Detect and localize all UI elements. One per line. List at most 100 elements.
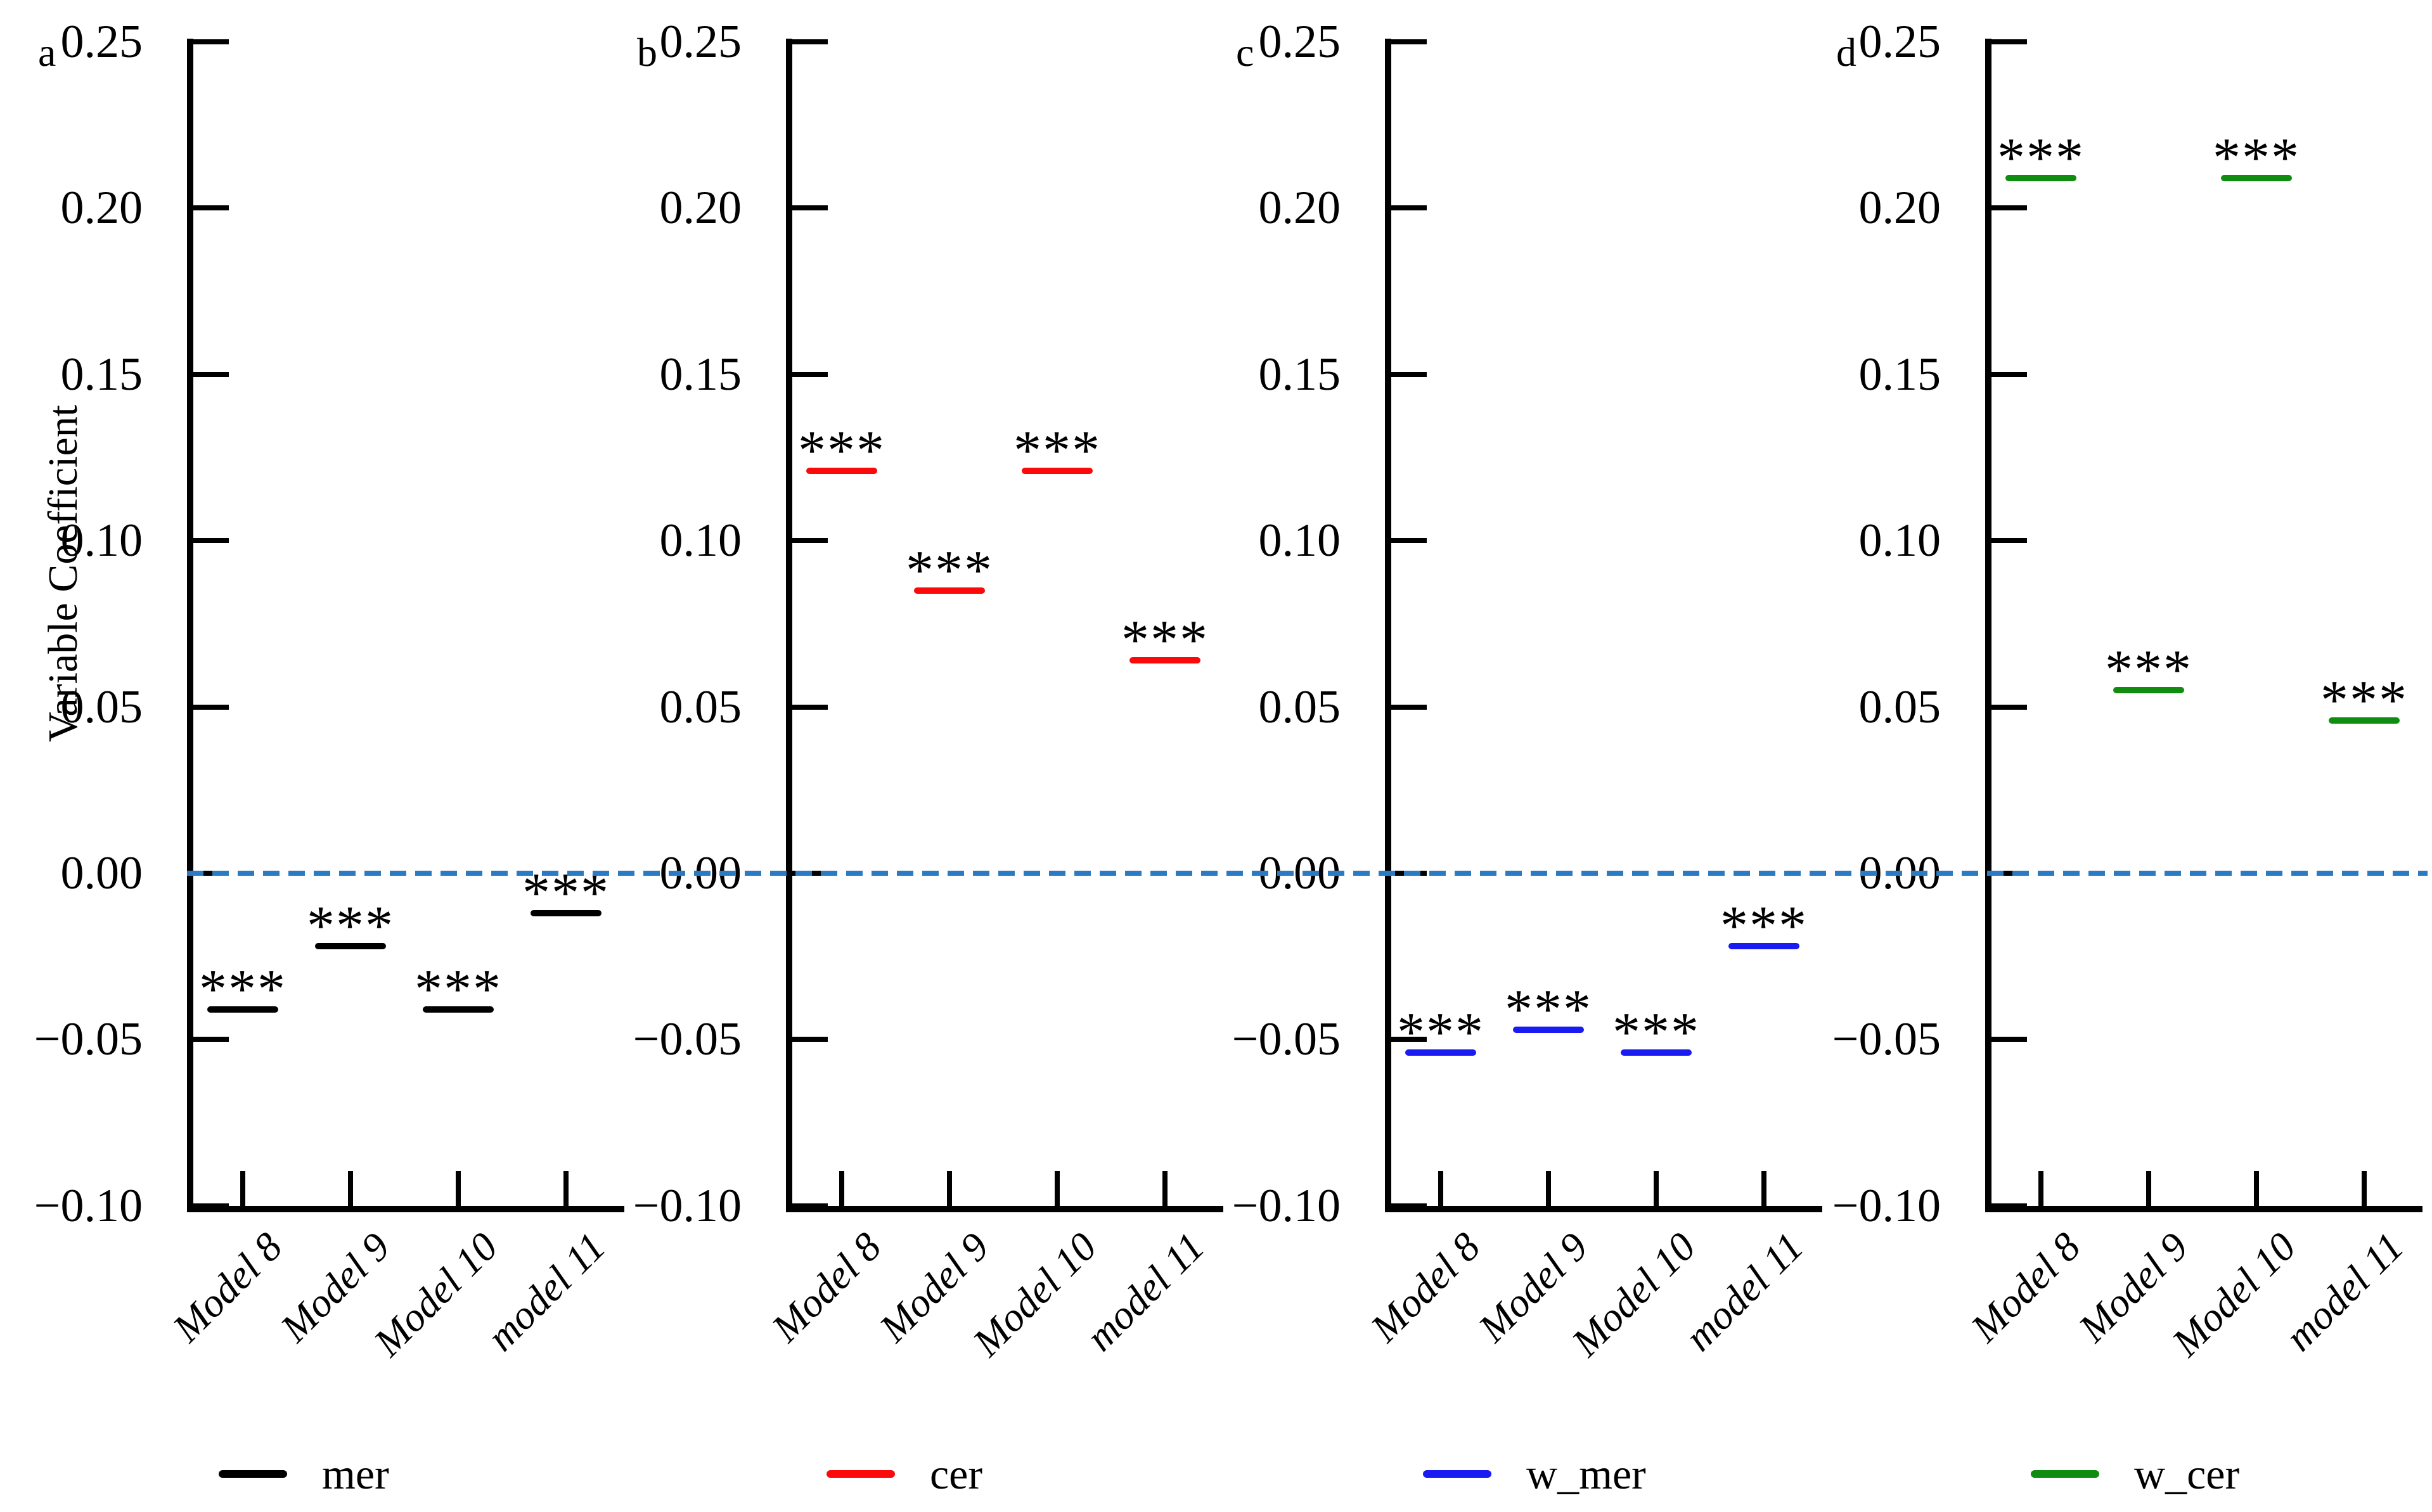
panel-letter-d: d [1836,30,1856,75]
xtick [240,1171,245,1206]
panel-b-left-spine [786,39,792,1212]
xtick [947,1171,952,1206]
ytick [791,1203,828,1208]
legend-swatch-w_cer [2031,1470,2099,1478]
ytick-label: 0.05 [659,681,742,733]
panel-letter-b: b [637,30,657,75]
coef-marker-cer-2 [914,587,985,594]
ytick-label: 0.25 [1258,16,1341,68]
coef-marker-cer-4 [1129,657,1200,664]
ytick-label: −0.10 [1232,1179,1341,1232]
ytick-label: 0.25 [1858,16,1941,68]
ytick [192,205,229,211]
zero-reference-line [187,871,2428,876]
ytick-label: 0.25 [60,16,143,68]
ytick [1390,1203,1427,1208]
ytick [1390,39,1427,44]
ytick [1990,39,2027,44]
ytick [1390,371,1427,377]
ytick [1990,1203,2027,1208]
significance-stars: *** [1505,978,1592,1041]
significance-stars: *** [1612,1002,1700,1064]
coef-marker-cer-1 [806,467,877,474]
panel-b-bottom-spine [786,1206,1223,1212]
ytick-label: 0.10 [1258,515,1341,567]
ytick [1990,205,2027,211]
xtick [1162,1171,1168,1206]
coef-marker-cer-3 [1022,467,1093,474]
significance-stars: *** [1720,895,1808,958]
ytick [192,1203,229,1208]
legend-swatch-cer [827,1470,895,1478]
ytick-label: 0.20 [1858,182,1941,234]
significance-stars: *** [798,420,885,482]
legend-label-w_cer: w_cer [2134,1450,2240,1498]
ytick-label: −0.10 [633,1179,742,1232]
xtick [2146,1171,2151,1206]
ytick-label: 0.10 [659,515,742,567]
panel-d-left-spine [1985,39,1991,1212]
panel-letter-c: c [1236,30,1254,75]
ytick [1390,704,1427,710]
xtick [456,1171,461,1206]
xtick [839,1171,844,1206]
legend-label-cer: cer [930,1450,983,1498]
xtick [2038,1171,2043,1206]
xtick [2254,1171,2259,1206]
ytick [1990,371,2027,377]
xtick [1654,1171,1659,1206]
ytick-label: 0.10 [1858,515,1941,567]
ytick [791,538,828,544]
xtick [2362,1171,2367,1206]
ytick [192,39,229,44]
ytick-label: −0.05 [1232,1013,1341,1066]
ytick [192,704,229,710]
ytick-label: −0.05 [633,1013,742,1066]
coef-marker-mer-4 [531,909,602,916]
ytick-label: −0.05 [1832,1013,1941,1066]
significance-stars: *** [2105,639,2192,702]
ytick [1990,1037,2027,1042]
significance-stars: *** [307,895,394,958]
ytick [1390,538,1427,544]
significance-stars: *** [1397,1002,1484,1064]
legend-label-w_mer: w_mer [1526,1450,1646,1498]
legend-swatch-w_mer [1423,1470,1491,1478]
xtick [1438,1171,1443,1206]
ytick [791,39,828,44]
xtick [563,1171,569,1206]
ytick-label: 0.15 [60,348,143,400]
ytick-label: 0.00 [60,847,143,899]
ytick [192,538,229,544]
coef-marker-mer-1 [207,1006,278,1013]
significance-stars: *** [199,959,286,1021]
coef-marker-mer-2 [315,943,386,950]
ytick [1990,538,2027,544]
ytick-label: −0.10 [34,1179,143,1232]
ytick-label: 0.20 [60,182,143,234]
coef-marker-w_mer-3 [1621,1049,1692,1056]
ytick [791,704,828,710]
panel-d-bottom-spine [1985,1206,2422,1212]
ytick-label: 0.20 [659,182,742,234]
xtick [1761,1171,1766,1206]
significance-stars: *** [906,539,993,601]
coef-marker-w_cer-2 [2113,687,2184,694]
significance-stars: *** [415,959,502,1021]
significance-stars: *** [2320,669,2408,731]
ytick [1990,704,2027,710]
significance-stars: *** [2213,127,2300,189]
legend-label-mer: mer [322,1450,389,1498]
panel-c-bottom-spine [1385,1206,1822,1212]
legend-swatch-mer [219,1470,287,1478]
panel-a-bottom-spine [187,1206,624,1212]
coef-marker-w_mer-4 [1728,943,1799,950]
ytick [192,371,229,377]
coef-marker-w_cer-1 [2005,175,2076,182]
panel-a-left-spine [187,39,193,1212]
ytick [192,1037,229,1042]
significance-stars: *** [1013,420,1101,482]
panel-letter-a: a [38,30,56,75]
coef-marker-w_cer-3 [2221,175,2292,182]
